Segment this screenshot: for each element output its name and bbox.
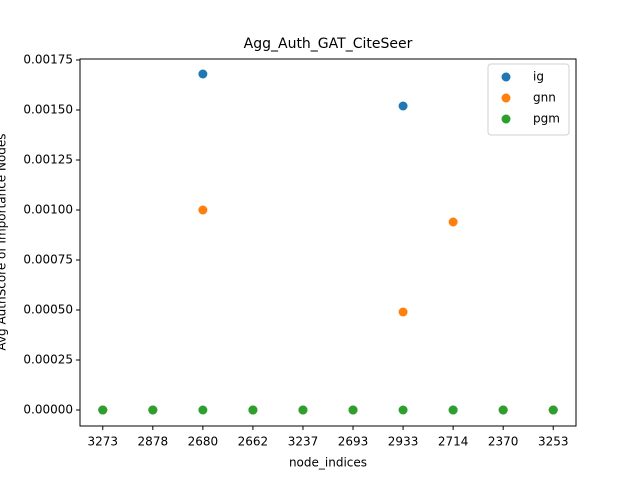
point (548, 405, 558, 415)
point (398, 307, 408, 317)
x-tick-label: 2693 (338, 435, 369, 449)
chart-title: Agg_Auth_GAT_CiteSeer (244, 36, 413, 52)
y-axis-label: Avg AuthScore of Importance Nodes (0, 133, 9, 350)
y-tick-label: 0.00100 (23, 203, 73, 217)
y-tick-label: 0.00150 (23, 103, 73, 117)
legend-label: pgm (533, 112, 560, 126)
plot-frame (79, 58, 577, 427)
x-tick-label: 3273 (87, 435, 118, 449)
x-tick-label: 2680 (188, 435, 219, 449)
point (198, 205, 208, 215)
point (448, 217, 458, 227)
x-tick-label: 3237 (288, 435, 319, 449)
point (248, 405, 258, 415)
y-tick-label: 0.00125 (23, 153, 73, 167)
x-axis-label: node_indices (289, 456, 367, 470)
legend-label: gnn (533, 91, 556, 105)
legend-label: ig (533, 70, 544, 84)
point (398, 405, 408, 415)
point (198, 69, 208, 79)
x-tick-label: 2878 (138, 435, 169, 449)
point (448, 405, 458, 415)
point (298, 405, 308, 415)
point (498, 405, 508, 415)
y-tick-label: 0.00025 (23, 353, 73, 367)
point (198, 405, 208, 415)
legend-marker (501, 72, 511, 82)
x-tick-label: 2370 (488, 435, 519, 449)
y-tick-label: 0.00050 (23, 303, 73, 317)
x-tick-label: 3253 (538, 435, 569, 449)
legend-marker (501, 93, 511, 103)
point (398, 101, 408, 111)
y-tick-label: 0.00075 (23, 253, 73, 267)
x-tick-label: 2714 (438, 435, 469, 449)
point (98, 405, 108, 415)
x-tick-label: 2933 (388, 435, 419, 449)
x-tick-label: 2662 (238, 435, 269, 449)
y-tick-label: 0.00000 (23, 403, 73, 417)
legend-marker (501, 114, 511, 124)
y-tick-label: 0.00175 (23, 53, 73, 67)
point (148, 405, 158, 415)
point (348, 405, 358, 415)
